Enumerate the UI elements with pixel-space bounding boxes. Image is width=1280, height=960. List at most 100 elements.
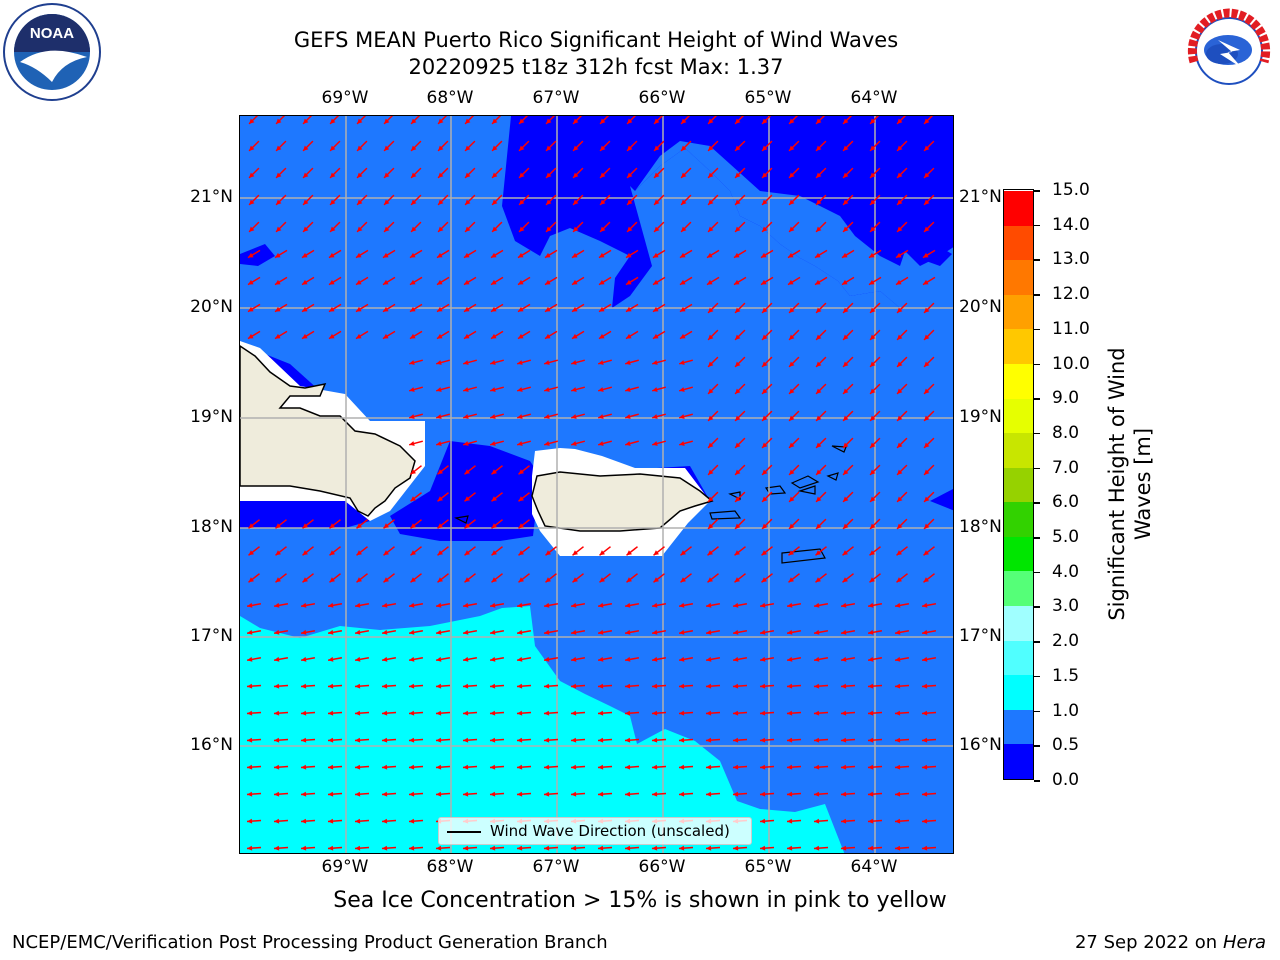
colorbar-tick-label: 9.0 <box>1052 388 1080 409</box>
wave-direction-arrowhead <box>571 791 577 797</box>
wave-direction-arrowhead <box>868 737 874 743</box>
wave-direction-arrowhead <box>463 764 469 770</box>
colorbar-segment <box>1004 363 1033 399</box>
wave-direction-arrowhead <box>789 442 795 448</box>
wave-direction-arrowhead <box>301 737 307 743</box>
wave-direction-arrowhead <box>868 764 874 770</box>
lon-tick-bottom: 68°W <box>426 857 474 877</box>
wave-direction-arrowhead <box>627 199 633 205</box>
wave-direction-arrowhead <box>652 360 658 365</box>
wave-direction-arrowhead <box>841 737 847 743</box>
wave-direction-arrowhead <box>679 710 685 716</box>
wave-direction-arrowhead <box>247 764 253 770</box>
colorbar-tick-label: 8.0 <box>1052 422 1080 443</box>
wave-direction-arrowhead <box>329 333 335 339</box>
wave-direction-arrowhead <box>789 496 795 502</box>
wave-direction-arrowhead <box>841 764 847 770</box>
wave-direction-arrowhead <box>734 279 740 285</box>
wave-direction-arrowhead <box>329 523 335 529</box>
wave-direction-arrowhead <box>328 818 334 824</box>
colorbar-tick-label: 0.5 <box>1052 735 1080 756</box>
wave-direction-arrowhead <box>518 333 524 339</box>
wave-direction-arrowhead <box>679 360 685 365</box>
wave-direction-arrowhead <box>247 791 253 797</box>
wave-direction-arrowhead <box>357 145 363 151</box>
wave-direction-arrowhead <box>437 577 443 583</box>
wave-direction-arrowhead <box>679 441 685 446</box>
lon-tick-bottom: 66°W <box>638 857 686 877</box>
colorbar-segment <box>1004 225 1033 261</box>
wave-direction-arrowhead <box>545 279 551 285</box>
island <box>709 510 742 520</box>
wave-direction-arrowhead <box>491 577 497 583</box>
wave-direction-arrowhead <box>248 252 254 258</box>
wave-direction-arrowhead <box>247 602 253 608</box>
wave-direction-arrowhead <box>274 710 280 716</box>
wave-direction-arrowhead <box>733 764 739 770</box>
wave-direction-arrowhead <box>465 118 471 124</box>
wave-direction-arrowhead <box>762 361 768 367</box>
wave-direction-arrowhead <box>734 550 740 556</box>
wave-direction-arrowhead <box>355 656 361 662</box>
wave-direction-arrowhead <box>490 791 496 797</box>
wave-direction-arrowhead <box>599 306 605 312</box>
wave-direction-arrowhead <box>814 602 820 608</box>
wave-direction-arrowhead <box>274 683 280 689</box>
nws-logo <box>1180 2 1278 100</box>
wave-direction-arrowhead <box>652 629 658 635</box>
wave-direction-arrowhead <box>762 226 768 232</box>
wave-direction-arrowhead <box>384 226 390 232</box>
wave-direction-arrowhead <box>437 550 443 556</box>
wave-direction-arrowhead <box>653 306 659 312</box>
producer-credit: NCEP/EMC/Verification Post Processing Pr… <box>12 932 608 953</box>
wave-direction-arrowhead <box>598 791 604 797</box>
wave-direction-arrowhead <box>519 226 525 232</box>
chart-title-line-2: 20220925 t18z 312h fcst Max: 1.37 <box>408 55 784 79</box>
wave-direction-arrowhead <box>436 656 442 662</box>
wave-direction-arrowhead <box>492 172 498 178</box>
wave-direction-arrowhead <box>436 683 442 689</box>
wave-direction-arrowhead <box>814 683 820 689</box>
wave-direction-arrowhead <box>518 469 524 475</box>
wave-direction-arrowhead <box>598 737 604 743</box>
wave-direction-arrowhead <box>922 629 928 635</box>
wave-direction-arrowhead <box>544 683 550 689</box>
wave-direction-arrowhead <box>409 737 415 743</box>
wave-direction-arrowhead <box>868 656 874 662</box>
island <box>781 548 826 564</box>
wave-direction-arrowhead <box>546 199 552 205</box>
wave-direction-arrowhead <box>870 226 876 232</box>
wave-direction-arrowhead <box>464 577 470 583</box>
wave-direction-arrowhead <box>815 279 821 285</box>
wave-direction-arrowhead <box>463 441 469 446</box>
wave-direction-arrowhead <box>922 602 928 608</box>
wave-direction-arrowhead <box>411 199 417 205</box>
wave-direction-arrowhead <box>870 523 876 529</box>
wave-direction-arrowhead <box>680 252 686 258</box>
wave-direction-arrowhead <box>572 550 578 556</box>
lat-tick-right: 21°N <box>959 187 1002 207</box>
wave-direction-arrowhead <box>924 415 930 421</box>
wave-direction-arrowhead <box>492 145 498 151</box>
wave-direction-arrowhead <box>922 710 928 716</box>
wave-direction-arrowhead <box>275 279 281 285</box>
colorbar-tick-label: 6.0 <box>1052 492 1080 513</box>
wave-direction-arrowhead <box>545 577 551 583</box>
wave-direction-arrowhead <box>681 145 687 151</box>
wave-direction-arrowhead <box>841 818 847 824</box>
wave-direction-arrowhead <box>652 845 658 851</box>
lat-tick-left: 20°N <box>190 297 233 317</box>
wave-direction-arrowhead <box>518 523 524 529</box>
colorbar-segment <box>1004 191 1033 226</box>
wave-direction-arrowhead <box>841 791 847 797</box>
sea-ice-caption: Sea Ice Concentration > 15% is shown in … <box>333 888 947 913</box>
wave-direction-arrowhead <box>274 764 280 770</box>
wave-direction-arrowhead <box>706 602 712 608</box>
wave-direction-arrowhead <box>680 333 686 339</box>
wave-direction-arrowhead <box>707 550 713 556</box>
wave-direction-arrowhead <box>383 252 389 258</box>
colorbar-tick-label: 7.0 <box>1052 457 1080 478</box>
wave-direction-arrowhead <box>572 577 578 583</box>
wave-direction-arrowhead <box>761 550 767 556</box>
wave-direction-arrowhead <box>733 845 739 851</box>
